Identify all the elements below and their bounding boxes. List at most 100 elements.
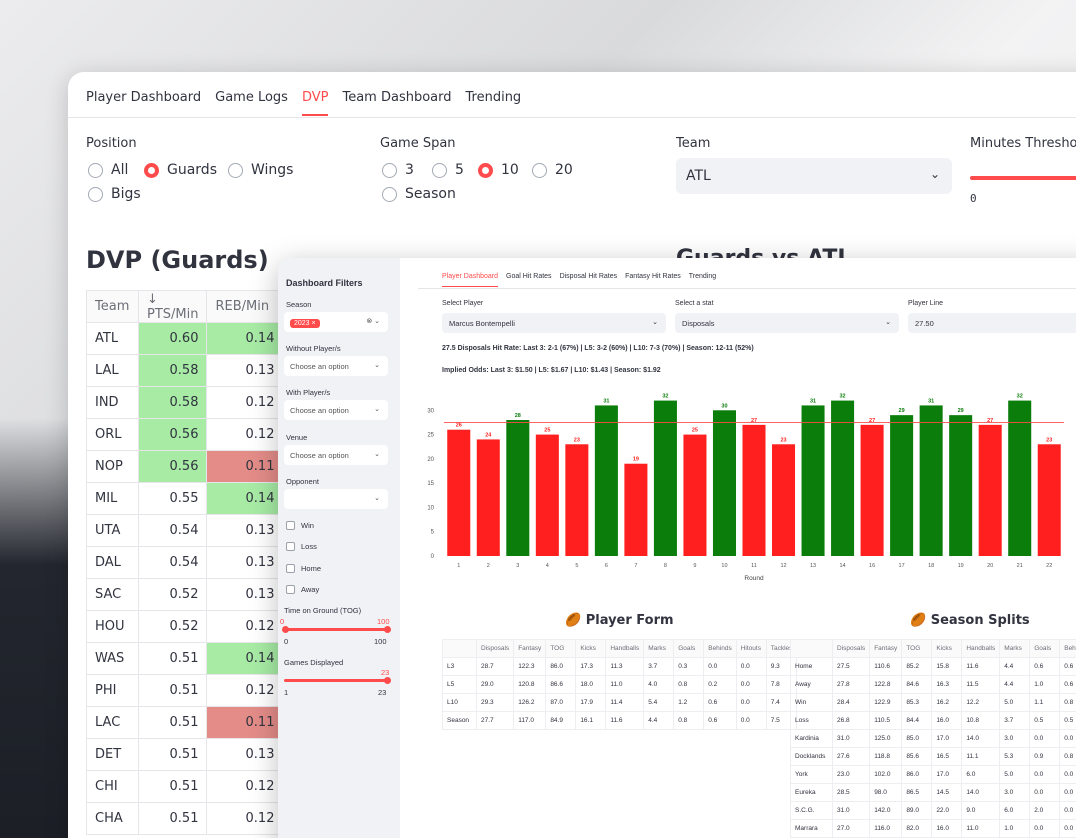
radio-bigs[interactable]: Bigs	[88, 186, 141, 202]
column-header[interactable]: TOG	[901, 639, 933, 658]
bar	[594, 405, 618, 556]
x-tick-label: 4	[546, 563, 549, 569]
table-cell: 0.8	[1059, 747, 1076, 766]
table-cell: 142.0	[869, 801, 903, 820]
col-team[interactable]: Team	[86, 290, 139, 323]
column-header[interactable]: Marks	[999, 639, 1031, 658]
x-tick-label: 6	[605, 563, 608, 569]
select-player-dropdown[interactable]: Marcus Bontempelli ⌄	[442, 313, 666, 333]
column-header[interactable]: Behinds	[703, 639, 737, 658]
team-select[interactable]: ATL ⌄	[676, 158, 952, 194]
tog-slider-handle-low[interactable]	[282, 626, 289, 633]
table-cell: 110.6	[869, 657, 903, 676]
tab-fantasy-hit-rates[interactable]: Fantasy Hit Rates	[625, 273, 681, 280]
checkbox-away[interactable]: Away	[286, 585, 319, 594]
column-header[interactable]: Handballs	[961, 639, 1001, 658]
tog-slider-handle-high[interactable]	[384, 626, 391, 633]
table-cell: 4.4	[999, 675, 1031, 694]
column-header[interactable]: Kicks	[931, 639, 963, 658]
radio-span-3[interactable]: 3	[382, 162, 414, 178]
radio-span-5[interactable]: 5	[432, 162, 464, 178]
table-cell: Season	[442, 711, 477, 730]
season-multiselect[interactable]: 2023 × ⊗ ⌄	[284, 312, 388, 332]
tog-slider-track[interactable]	[284, 628, 388, 631]
radio-guards[interactable]: Guards	[144, 162, 217, 178]
tab-player-dashboard[interactable]: Player Dashboard	[86, 90, 202, 105]
team-cell: PHI	[86, 674, 139, 707]
y-tick-label: 5	[431, 530, 435, 536]
season-tag[interactable]: 2023 ×	[290, 319, 320, 328]
checkbox-win[interactable]: Win	[286, 521, 314, 530]
tab-player-dashboard[interactable]: Player Dashboard	[442, 273, 499, 287]
table-cell: 16.3	[931, 675, 963, 694]
tab-game-logs[interactable]: Game Logs	[215, 90, 288, 105]
tab-dvp[interactable]: DVP	[301, 90, 329, 116]
clear-chevron-icon[interactable]: ⊗ ⌄	[366, 318, 380, 325]
checkbox-loss[interactable]: Loss	[286, 542, 317, 551]
minutes-slider[interactable]	[970, 176, 1076, 180]
bar-value-label: 29	[899, 408, 905, 414]
tab-trending[interactable]: Trending	[688, 273, 717, 280]
bar-value-label: 31	[928, 398, 934, 404]
x-tick-label: 12	[780, 563, 786, 569]
table-cell: 18.0	[575, 675, 607, 694]
x-tick-label: 18	[928, 563, 934, 569]
column-header[interactable]: Marks	[643, 639, 675, 658]
bar	[565, 444, 589, 556]
table-row: HOU 0.52 0.12	[86, 610, 284, 643]
column-header[interactable]: Disposals	[831, 639, 871, 658]
bar	[919, 405, 943, 556]
col-reb-min[interactable]: REB/Min	[206, 290, 284, 323]
with-player-select[interactable]: Choose an option ⌄	[284, 400, 388, 420]
column-header[interactable]: TOG	[545, 639, 577, 658]
tab-trending[interactable]: Trending	[465, 90, 522, 105]
column-header[interactable]: Kicks	[575, 639, 607, 658]
column-header[interactable]: Hitouts	[735, 639, 767, 658]
column-header[interactable]: Fantasy	[513, 639, 547, 658]
radio-all[interactable]: All	[88, 162, 128, 178]
tab-disposal-hit-rates[interactable]: Disposal Hit Rates	[559, 273, 618, 280]
table-cell: 16.2	[931, 693, 963, 712]
radio-span-20[interactable]: 20	[532, 162, 573, 178]
checkbox-home[interactable]: Home	[286, 564, 321, 573]
games-slider-track[interactable]	[284, 679, 388, 682]
column-header[interactable]: Tackles	[765, 639, 798, 658]
games-slider-handle[interactable]	[384, 677, 391, 684]
column-header[interactable]	[442, 639, 477, 658]
table-cell: 11.6	[605, 711, 645, 730]
col-pts-min[interactable]: ↓ PTS/Min	[137, 290, 208, 323]
table-cell: 126.2	[513, 693, 547, 712]
table-row: Away 27.8 122.8 84.6 16.3 11.5 4.4 1.0 0.6	[790, 675, 1076, 694]
team-label: Team	[676, 136, 711, 151]
column-header[interactable]: Goals	[673, 639, 705, 658]
without-player-select[interactable]: Choose an option ⌄	[284, 356, 388, 376]
player-form-table: Disposals Fantasy TOG Kicks Handballs Marks Go…	[442, 639, 798, 730]
table-cell: 0.0	[1059, 765, 1076, 784]
table-cell: 85.3	[901, 693, 933, 712]
table-cell: 0.6	[703, 693, 737, 712]
reb-min-cell: 0.14	[206, 642, 284, 675]
player-line-input[interactable]: 27.50	[908, 313, 1076, 333]
venue-select[interactable]: Choose an option ⌄	[284, 445, 388, 465]
tab-goal-hit-rates[interactable]: Goal Hit Rates	[506, 273, 552, 280]
column-header[interactable]: Disposals	[475, 639, 515, 658]
bar-value-label: 23	[780, 437, 786, 443]
table-cell: 4.4	[643, 711, 675, 730]
radio-wings[interactable]: Wings	[228, 162, 293, 178]
column-header[interactable]: Fantasy	[869, 639, 903, 658]
table-cell: 9.0	[961, 801, 1001, 820]
bar-value-label: 24	[485, 432, 492, 438]
opponent-select[interactable]: ⌄	[284, 489, 388, 509]
table-cell: 0.0	[735, 711, 767, 730]
table-row: MIL 0.55 0.14	[86, 482, 284, 515]
select-stat-dropdown[interactable]: Disposals ⌄	[675, 313, 899, 333]
table-cell: 11.5	[961, 675, 1001, 694]
radio-span-10[interactable]: 10	[478, 162, 519, 178]
column-header[interactable]: Behinds	[1059, 639, 1076, 658]
column-header[interactable]: Handballs	[605, 639, 645, 658]
column-header[interactable]: Goals	[1029, 639, 1061, 658]
tab-team-dashboard[interactable]: Team Dashboard	[342, 90, 452, 105]
table-cell: S.C.G.	[790, 801, 833, 820]
column-header[interactable]	[790, 639, 833, 658]
radio-span-season[interactable]: Season	[382, 186, 456, 202]
